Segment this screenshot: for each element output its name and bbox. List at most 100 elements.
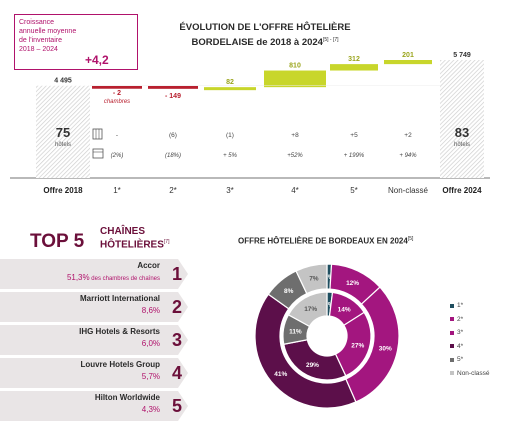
chain-share-note: des chambres de chaînes <box>89 276 160 282</box>
waterfall-title-line2: BORDELAISE de 2018 à 2024 <box>191 37 323 49</box>
chain-name: IHG Hotels & Resorts <box>79 327 160 336</box>
growth-text-line: de l'inventaire <box>19 37 62 44</box>
waterfall-delta-label: 201 <box>402 52 414 59</box>
waterfall-delta-unit: chambres <box>104 99 130 105</box>
hotels-change: +2 <box>404 132 412 139</box>
growth-value: +4,2 <box>85 53 109 67</box>
hotels-change: +5 <box>350 132 358 139</box>
chain-share-value: 6,0% <box>141 339 160 348</box>
donut-inner-label: 14% <box>338 306 351 313</box>
percentage-bed-icon <box>92 148 104 159</box>
donut-outer-label: 12% <box>346 280 359 287</box>
legend-item: 1* <box>450 302 490 316</box>
chain-rank: 1 <box>171 264 182 284</box>
donut-outer-label: 30% <box>379 346 392 353</box>
hotels-2018: 75 <box>56 125 70 140</box>
pct-change: (18%) <box>165 153 181 159</box>
growth-callout: Croissance annuelle moyenne de l'inventa… <box>14 14 138 70</box>
donut-title-ref: [5] <box>407 236 414 242</box>
chain-rank: 4 <box>171 363 182 383</box>
waterfall-bar-2 <box>204 87 256 91</box>
donut-inner-label: 29% <box>306 362 319 369</box>
chain-name: Marriott International <box>79 294 160 303</box>
waterfall-delta-label: 810 <box>289 63 301 70</box>
donut-inner-slice <box>287 291 328 328</box>
legend-label: Non-classé <box>457 369 490 377</box>
pct-change: + 199% <box>344 153 365 159</box>
hotels-2024-label: hôtels <box>454 142 470 148</box>
chain-share-value: 5,7% <box>141 372 160 381</box>
chain-row: IHG Hotels & Resorts 6,0% 3 <box>0 324 188 356</box>
label-rooms-2024: 5 749 <box>453 52 471 59</box>
pct-change: (2%) <box>111 153 124 159</box>
legend-swatch <box>450 344 454 348</box>
hotels-2024: 83 <box>455 125 469 140</box>
legend-swatch <box>450 371 454 375</box>
legend-item: 2* <box>450 316 490 330</box>
category-label: 2* <box>169 186 177 195</box>
hotels-change: (6) <box>169 132 177 139</box>
legend-item: Non-classé <box>450 370 490 384</box>
chain-row: Louvre Hotels Group 5,7% 4 <box>0 357 188 389</box>
chain-row-background <box>0 358 188 388</box>
donut-inner-label: 27% <box>351 342 364 349</box>
top5-subtitle-ref: [7] <box>163 239 170 245</box>
chain-rank: 3 <box>171 330 182 350</box>
donut-outer-slice <box>254 293 357 409</box>
legend-label: 2* <box>457 315 464 323</box>
waterfall-bar-3 <box>264 70 326 88</box>
hotels-change: (1) <box>226 132 234 139</box>
chain-share-value: 8,6% <box>141 306 160 315</box>
legend-label: 5* <box>457 356 464 363</box>
chain-row: Hilton Worldwide 4,3% 5 <box>0 390 188 422</box>
top5-title: TOP 5 <box>30 231 85 252</box>
waterfall-bar-0 <box>92 85 142 89</box>
waterfall-delta-label: 82 <box>226 79 234 86</box>
legend-swatch <box>450 317 454 321</box>
waterfall-delta-label: 312 <box>348 56 360 63</box>
category-label-2024: Offre 2024 <box>442 186 482 195</box>
donut-title-text: OFFRE HÔTELIÈRE DE BORDEAUX EN 2024 <box>238 236 408 246</box>
top5-subtitle-line2: HÔTELIÈRES <box>100 239 164 251</box>
category-label: 3* <box>226 186 234 195</box>
growth-text-line: 2018 – 2024 <box>19 46 58 53</box>
pct-change: + 5% <box>223 153 238 159</box>
label-rooms-2018: 4 495 <box>54 78 72 85</box>
growth-text-line: Croissance <box>19 19 55 26</box>
chain-share: 8,6% <box>142 306 160 315</box>
donut-inner-label: 17% <box>304 306 317 313</box>
donut-title: OFFRE HÔTELIÈRE DE BORDEAUX EN 2024[5] <box>238 236 468 246</box>
waterfall-bar-1 <box>148 85 198 89</box>
category-label: 5* <box>350 186 358 195</box>
chain-share: 51,3% des chambres de chaînes <box>67 273 160 282</box>
donut-inner-slice <box>283 339 347 381</box>
chain-share: 4,3% <box>142 405 160 414</box>
category-label: Non-classé <box>388 186 429 195</box>
growth-text-line: annuelle moyenne <box>19 28 77 35</box>
chain-share: 6,0% <box>142 339 160 348</box>
donut-outer-label: 8% <box>284 288 294 295</box>
hotels-change: - <box>116 132 118 139</box>
legend-label: 4* <box>457 342 464 350</box>
chain-name: Hilton Worldwide <box>94 393 160 402</box>
chain-row-background <box>0 292 188 322</box>
growth-text: Croissance annuelle moyenne de l'inventa… <box>19 18 85 54</box>
waterfall-delta-label: - 149 <box>165 93 181 100</box>
chain-rank: 5 <box>171 396 182 416</box>
donut-inner-label: 11% <box>289 328 302 335</box>
waterfall-delta-label: - 2 <box>113 90 121 97</box>
waterfall-bar-4 <box>330 64 378 71</box>
legend-label: 3* <box>457 329 464 336</box>
pct-change: + 94% <box>399 153 417 159</box>
donut-outer-label: 7% <box>309 275 319 282</box>
chain-rank: 2 <box>171 297 182 317</box>
chain-row: Marriott International 8,6% 2 <box>0 291 188 323</box>
category-label: 1* <box>113 186 121 195</box>
chain-row: Accor 51,3% des chambres de chaînes 1 <box>0 258 188 290</box>
legend-item: 3* <box>450 329 490 343</box>
legend-swatch <box>450 330 454 335</box>
donut-legend: 1* 2* 3* 4* 5* Non-classé <box>450 302 490 383</box>
legend-item: 4* <box>450 343 490 357</box>
chain-share: 5,7% <box>142 372 160 381</box>
